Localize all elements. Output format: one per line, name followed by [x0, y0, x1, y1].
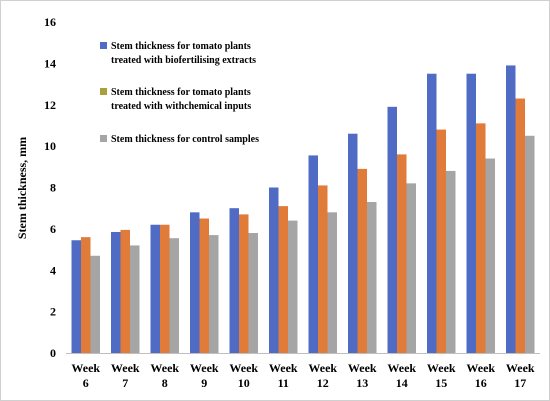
- bar: [248, 233, 258, 353]
- x-tick-label: Week 9: [190, 361, 219, 390]
- bar: [446, 170, 456, 353]
- legend-label: treated with withchemical inputs: [111, 101, 251, 112]
- y-axis-title-group: Stem thickness, mm: [15, 137, 29, 239]
- bar: [436, 129, 446, 353]
- x-tick-label-line: 16: [475, 376, 487, 390]
- bar: [199, 218, 209, 353]
- x-tick-label-line: 7: [122, 376, 128, 390]
- y-tick-label: 0: [50, 346, 56, 360]
- y-axis-ticks: 0 2 4 6 8 10 12 14 16: [44, 15, 56, 360]
- x-tick-label-line: 11: [278, 376, 289, 390]
- x-tick-label: Week 16: [466, 361, 495, 390]
- x-tick-label-line: 8: [162, 376, 168, 390]
- x-tick-label-line: Week: [348, 361, 377, 375]
- x-tick-label: Week 14: [387, 361, 416, 390]
- x-tick-label-line: Week: [111, 361, 140, 375]
- bar: [318, 185, 328, 353]
- y-tick-label: 10: [44, 139, 56, 153]
- x-tick-label: Week 17: [506, 361, 535, 390]
- legend-swatch: [100, 42, 107, 49]
- bar: [111, 231, 121, 353]
- bar: [190, 212, 200, 353]
- bar: [71, 240, 81, 353]
- x-tick-label-line: Week: [190, 361, 219, 375]
- legend: Stem thickness for tomato plants treated …: [100, 41, 259, 145]
- x-tick-label-line: Week: [506, 361, 535, 375]
- bar: [160, 224, 170, 353]
- bar: [327, 212, 337, 353]
- bar: [525, 135, 535, 353]
- legend-label: treated with biofertilising extracts: [111, 55, 256, 66]
- x-tick-label-line: Week: [308, 361, 337, 375]
- x-tick-label-line: 13: [356, 376, 368, 390]
- bar: [269, 187, 279, 353]
- legend-label: Stem thickness for tomato plants: [111, 41, 251, 52]
- x-tick-label-line: 14: [396, 376, 408, 390]
- bar: [357, 168, 367, 353]
- legend-swatch: [100, 88, 107, 95]
- x-tick-label: Week 15: [427, 361, 456, 390]
- y-tick-label: 8: [50, 181, 56, 195]
- x-tick-label: Week 7: [111, 361, 140, 390]
- bar: [229, 208, 239, 353]
- x-tick-label-line: Week: [466, 361, 495, 375]
- bar: [506, 65, 516, 353]
- x-tick-label-line: Week: [269, 361, 298, 375]
- bar: [515, 98, 525, 353]
- x-tick-label: Week 8: [150, 361, 179, 390]
- bar: [278, 206, 288, 353]
- bars: [71, 65, 535, 354]
- bar: [239, 214, 249, 353]
- x-tick-label: Week 11: [269, 361, 298, 390]
- bar: [427, 73, 437, 353]
- x-tick-label-line: Week: [427, 361, 456, 375]
- bar: [466, 73, 476, 353]
- bar: [476, 123, 486, 354]
- y-tick-label: 6: [50, 222, 56, 236]
- x-tick-label: Week 13: [348, 361, 377, 390]
- x-tick-label-line: Week: [387, 361, 416, 375]
- bar: [120, 229, 130, 353]
- x-tick-label-line: 9: [201, 376, 207, 390]
- bar: [288, 220, 298, 353]
- x-tick-label: Week 6: [71, 361, 100, 390]
- y-tick-label: 4: [50, 263, 56, 277]
- bar: [367, 201, 377, 353]
- legend-label: Stem thickness for control samples: [111, 134, 259, 145]
- bar: [397, 154, 407, 353]
- y-tick-label: 14: [44, 56, 56, 70]
- y-tick-label: 16: [44, 15, 56, 29]
- legend-swatch: [100, 135, 107, 142]
- x-tick-label-line: 15: [435, 376, 447, 390]
- x-tick-label-line: Week: [71, 361, 100, 375]
- x-tick-label-line: 6: [83, 376, 89, 390]
- bar: [81, 237, 91, 353]
- x-tick-label-line: 10: [238, 376, 250, 390]
- bar: [387, 106, 397, 353]
- bar: [485, 158, 495, 353]
- bar: [90, 255, 100, 353]
- x-tick-label-line: 17: [514, 376, 526, 390]
- x-tick-label: Week 12: [308, 361, 337, 390]
- bar: [348, 133, 358, 353]
- x-tick-label-line: Week: [150, 361, 179, 375]
- x-tick-label-line: 12: [317, 376, 329, 390]
- x-tick-label-line: Week: [229, 361, 258, 375]
- y-tick-label: 2: [50, 305, 56, 319]
- y-tick-label: 12: [44, 98, 56, 112]
- bar: [150, 224, 160, 353]
- bar: [169, 238, 179, 353]
- y-axis-title: Stem thickness, mm: [15, 137, 29, 239]
- bar: [209, 235, 219, 353]
- x-tick-label: Week 10: [229, 361, 258, 390]
- bar: [406, 183, 416, 353]
- legend-label: Stem thickness for tomato plants: [111, 87, 251, 98]
- bar: [130, 245, 140, 353]
- bar: [308, 155, 318, 353]
